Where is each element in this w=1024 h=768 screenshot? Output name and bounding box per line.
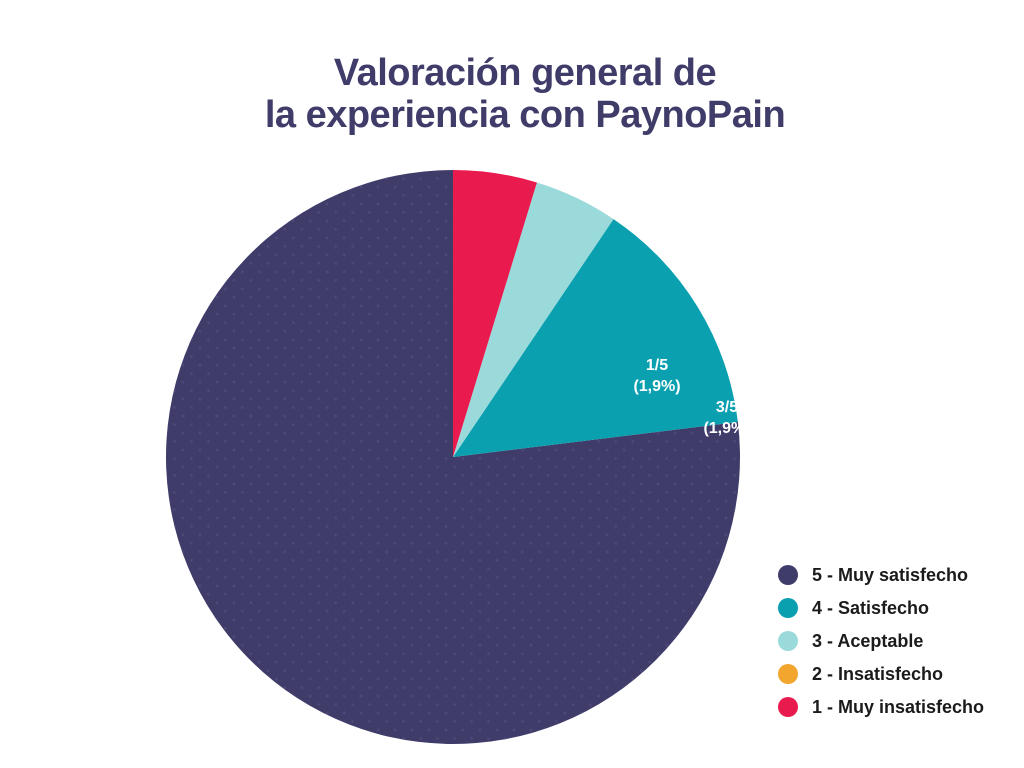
legend-item-3-aceptable: 3 - Aceptable bbox=[778, 631, 984, 651]
legend: 5 - Muy satisfecho 4 - Satisfecho 3 - Acep… bbox=[778, 565, 984, 730]
slice-label-3-5-line2: (1,9%) bbox=[703, 420, 751, 437]
legend-swatch-2-insatisfecho bbox=[778, 664, 798, 684]
legend-label-3-aceptable: 3 - Aceptable bbox=[812, 630, 924, 651]
legend-swatch-1-muy-insatisfecho bbox=[778, 697, 798, 717]
pie-slice-1-muy-insatisfecho bbox=[453, 170, 537, 457]
slice-label-1-5: 1/5 (1,9%) bbox=[633, 355, 680, 397]
legend-label-4-satisfecho: 4 - Satisfecho bbox=[812, 597, 930, 618]
slice-label-4-5: 4/5 (7,5%) bbox=[744, 543, 832, 564]
legend-item-2-insatisfecho: 2 - Insatisfecho bbox=[778, 664, 984, 684]
slice-label-3-5: 3/5 (1,9%) bbox=[703, 397, 750, 439]
legend-swatch-4-satisfecho bbox=[778, 598, 798, 618]
legend-item-4-satisfecho: 4 - Satisfecho bbox=[778, 598, 984, 618]
pie-chart-svg bbox=[166, 170, 740, 744]
chart-title: Valoración general de la experiencia con… bbox=[13, 52, 1024, 136]
legend-item-5-muy-satisfecho: 5 - Muy satisfecho bbox=[778, 565, 984, 585]
pie-chart: 1/5 (1,9%) 3/5 (1,9%) 4/5 (7,5%) 5/5 (88… bbox=[166, 170, 832, 744]
chart-title-line2: la experiencia con PaynoPain bbox=[264, 94, 786, 136]
pie-slice-texture-5-muy-satisfecho bbox=[166, 170, 740, 744]
slice-label-5-5: 5/5 (88,7%) bbox=[702, 680, 802, 701]
chart-title-line1: Valoración general de bbox=[333, 52, 717, 94]
legend-label-2-insatisfecho: 2 - Insatisfecho bbox=[812, 663, 944, 684]
pie-slice-3-aceptable bbox=[453, 182, 614, 458]
slice-label-3-5-line1: 3/5 bbox=[715, 399, 739, 416]
legend-swatch-3-aceptable bbox=[778, 631, 798, 651]
legend-label-1-muy-insatisfecho: 1 - Muy insatisfecho bbox=[812, 696, 985, 717]
legend-item-1-muy-insatisfecho: 1 - Muy insatisfecho bbox=[778, 697, 984, 717]
slice-label-1-5-line2: (1,9%) bbox=[633, 378, 681, 395]
pie-slice-4-satisfecho bbox=[453, 219, 738, 457]
legend-swatch-5-muy-satisfecho bbox=[778, 565, 798, 585]
legend-label-5-muy-satisfecho: 5 - Muy satisfecho bbox=[812, 564, 969, 585]
slice-label-1-5-line1: 1/5 bbox=[645, 357, 669, 374]
